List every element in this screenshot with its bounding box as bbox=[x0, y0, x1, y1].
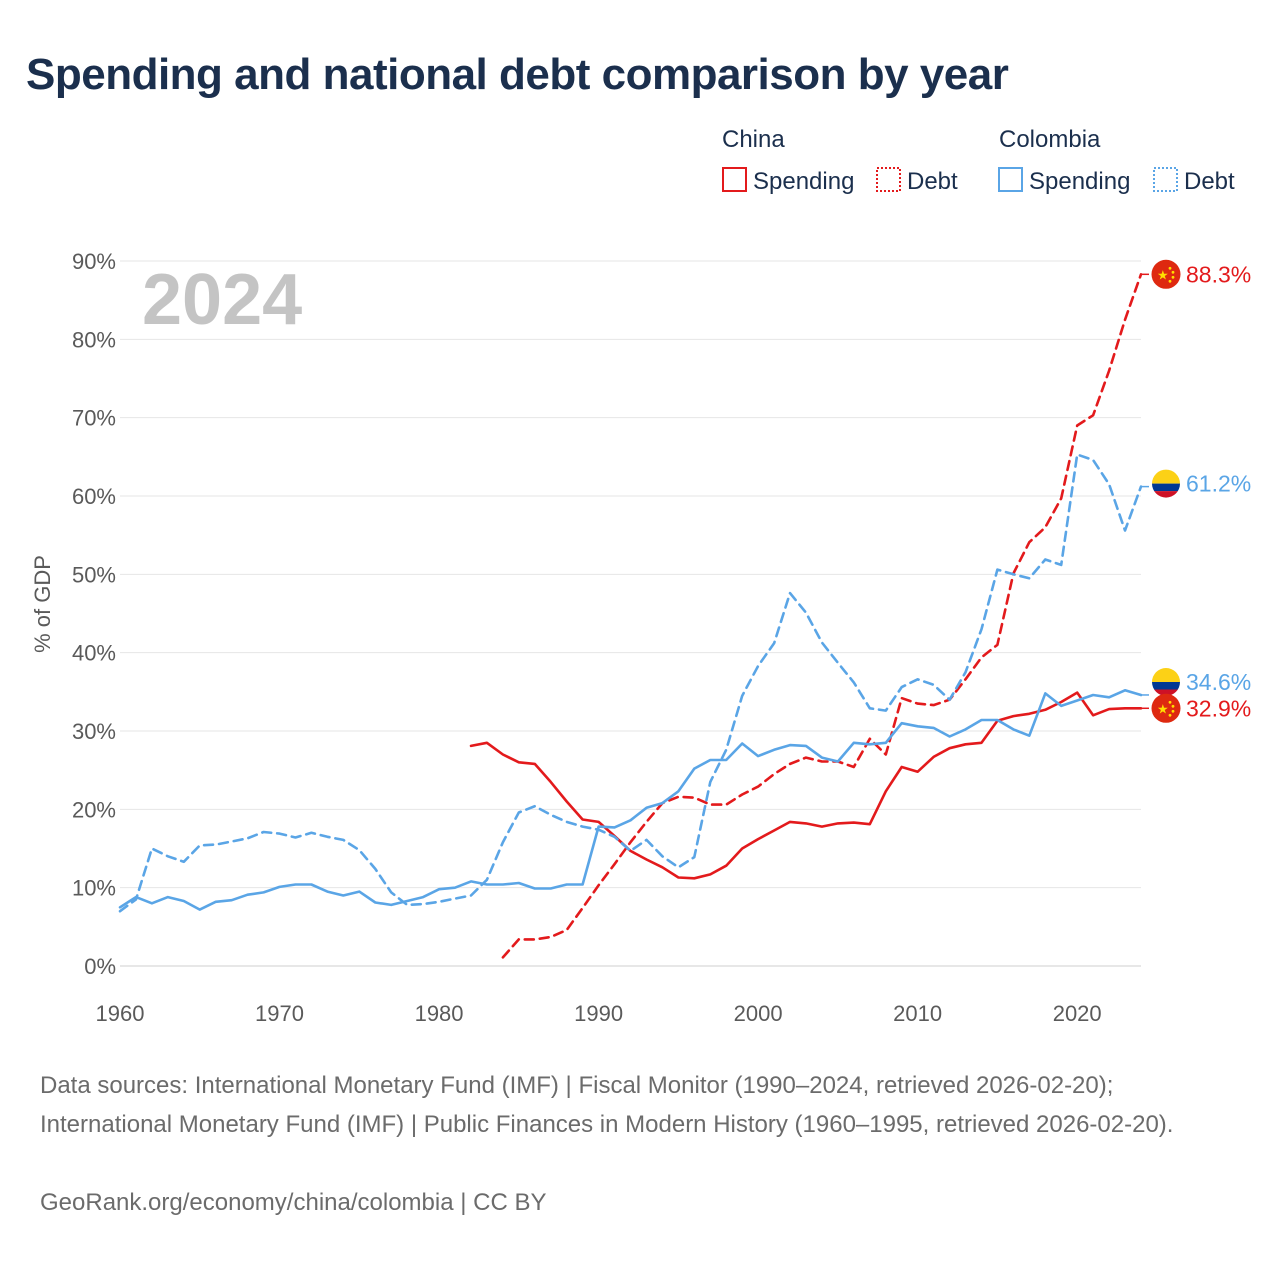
y-axis-title: % of GDP bbox=[30, 555, 55, 653]
legend-swatch-china-debt bbox=[876, 167, 901, 192]
series-line-colombia-debt bbox=[118, 453, 1143, 913]
grid bbox=[120, 260, 1141, 967]
china-flag-icon: ★ bbox=[1151, 693, 1181, 723]
y-tick-label: 0% bbox=[84, 954, 116, 979]
y-tick-label: 80% bbox=[72, 327, 116, 352]
svg-text:★: ★ bbox=[1157, 701, 1169, 716]
series-line-china-debt bbox=[501, 272, 1143, 959]
legend-label-china-debt: Debt bbox=[907, 168, 958, 195]
end-label-china-spending: 32.9% bbox=[1186, 695, 1251, 721]
x-tick-label: 1970 bbox=[255, 1001, 304, 1026]
y-tick-label: 30% bbox=[72, 719, 116, 744]
series-line-colombia-spending bbox=[118, 688, 1143, 911]
x-tick-label: 1980 bbox=[415, 1001, 464, 1026]
y-tick-label: 10% bbox=[72, 876, 116, 901]
x-tick-label: 2020 bbox=[1053, 1001, 1102, 1026]
y-tick-label: 20% bbox=[72, 797, 116, 822]
y-axis: 0% 10% 20% 30% 40% 50% 60% 70% 80% 90% bbox=[72, 249, 116, 979]
colombia-flag-icon bbox=[1152, 469, 1180, 498]
y-tick-label: 50% bbox=[72, 562, 116, 587]
series-layer bbox=[118, 272, 1149, 959]
year-label: 2024 bbox=[142, 260, 302, 340]
china-flag-icon: ★ bbox=[1151, 259, 1181, 289]
legend-swatch-china-spending bbox=[722, 167, 747, 192]
svg-text:★: ★ bbox=[1157, 267, 1169, 282]
legend-group-china: China bbox=[722, 126, 785, 153]
end-labels: ★ 88.3% 61.2% 34.6% ★ 32.9% bbox=[1151, 259, 1251, 723]
end-label-colombia-spending: 34.6% bbox=[1186, 669, 1251, 695]
legend-label-china-spending: Spending bbox=[753, 168, 854, 195]
x-tick-label: 2010 bbox=[893, 1001, 942, 1026]
y-tick-label: 90% bbox=[72, 249, 116, 274]
legend-label-colombia-spending: Spending bbox=[1029, 168, 1130, 195]
x-tick-label: 1960 bbox=[96, 1001, 145, 1026]
y-tick-label: 60% bbox=[72, 484, 116, 509]
chart-title: Spending and national debt comparison by… bbox=[26, 50, 1009, 99]
series-line-china-spending bbox=[469, 691, 1143, 880]
x-axis: 1960 1970 1980 1990 2000 2010 2020 bbox=[96, 1001, 1102, 1026]
chart-svg: China Spending Debt Colombia Spending De… bbox=[30, 126, 1251, 1026]
y-tick-label: 40% bbox=[72, 641, 116, 666]
x-tick-label: 2000 bbox=[734, 1001, 783, 1026]
legend-group-colombia: Colombia bbox=[999, 126, 1101, 153]
colombia-flag-icon bbox=[1152, 668, 1180, 696]
end-label-colombia-debt: 61.2% bbox=[1186, 471, 1251, 497]
footer-credit: GeoRank.org/economy/china/colombia | CC … bbox=[40, 1189, 547, 1216]
legend-swatch-colombia-debt bbox=[1153, 167, 1178, 192]
y-tick-label: 70% bbox=[72, 406, 116, 431]
legend-label-colombia-debt: Debt bbox=[1184, 168, 1235, 195]
end-label-china-debt: 88.3% bbox=[1186, 261, 1251, 287]
legend: China Spending Debt Colombia Spending De… bbox=[722, 126, 1235, 195]
legend-swatch-colombia-spending bbox=[998, 167, 1023, 192]
footer-sources: Data sources: International Monetary Fun… bbox=[40, 1072, 1174, 1138]
x-tick-label: 1990 bbox=[574, 1001, 623, 1026]
